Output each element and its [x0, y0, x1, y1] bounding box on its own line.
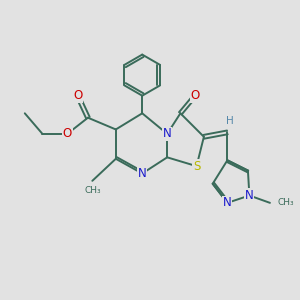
- Text: N: N: [223, 196, 232, 209]
- Text: CH₃: CH₃: [277, 198, 294, 207]
- Text: N: N: [163, 128, 172, 140]
- Text: S: S: [193, 160, 200, 172]
- Text: O: O: [63, 128, 72, 140]
- Text: O: O: [73, 89, 82, 102]
- Text: N: N: [245, 189, 254, 202]
- Text: H: H: [226, 116, 233, 126]
- Text: O: O: [190, 89, 200, 102]
- Text: CH₃: CH₃: [84, 186, 101, 195]
- Text: N: N: [138, 167, 147, 180]
